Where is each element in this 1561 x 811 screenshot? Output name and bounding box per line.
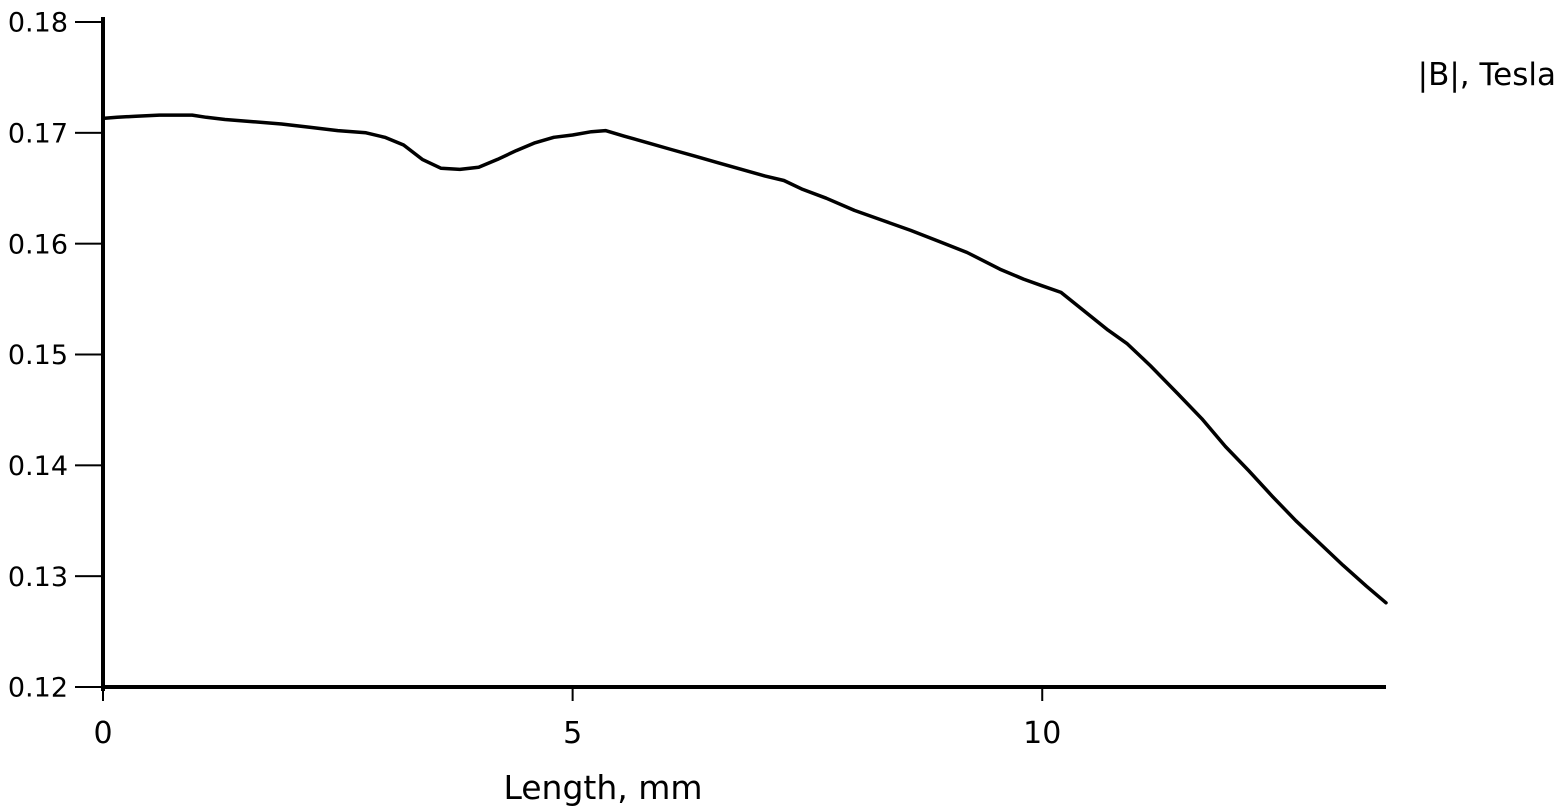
y-tick-mark bbox=[75, 464, 101, 467]
x-tick-label: 5 bbox=[563, 716, 582, 751]
y-tick-label: 0.13 bbox=[8, 562, 68, 593]
x-tick-mark bbox=[1041, 689, 1044, 701]
y-tick-mark bbox=[75, 353, 101, 356]
y-tick-label: 0.12 bbox=[8, 673, 68, 704]
y-tick-label: 0.14 bbox=[8, 451, 68, 482]
x-tick-label: 10 bbox=[1023, 716, 1061, 751]
x-tick-label: 0 bbox=[93, 716, 112, 751]
x-tick-mark bbox=[102, 689, 104, 701]
y-tick-mark bbox=[75, 575, 101, 578]
x-axis-title: Length, mm bbox=[503, 768, 703, 807]
x-axis-line bbox=[101, 685, 1386, 689]
y-tick-mark bbox=[75, 21, 101, 23]
y-tick-mark bbox=[75, 242, 101, 245]
y-axis-line bbox=[101, 17, 105, 691]
x-tick-mark bbox=[571, 689, 574, 701]
y-tick-label: 0.18 bbox=[8, 8, 68, 39]
plot-line bbox=[101, 113, 1388, 605]
y-tick-label: 0.15 bbox=[8, 340, 68, 371]
y-axis-title: |B|, Tesla bbox=[1417, 57, 1556, 93]
y-tick-label: 0.16 bbox=[8, 229, 68, 260]
y-tick-mark bbox=[75, 686, 101, 688]
y-tick-label: 0.17 bbox=[8, 119, 68, 150]
y-tick-mark bbox=[75, 131, 101, 134]
